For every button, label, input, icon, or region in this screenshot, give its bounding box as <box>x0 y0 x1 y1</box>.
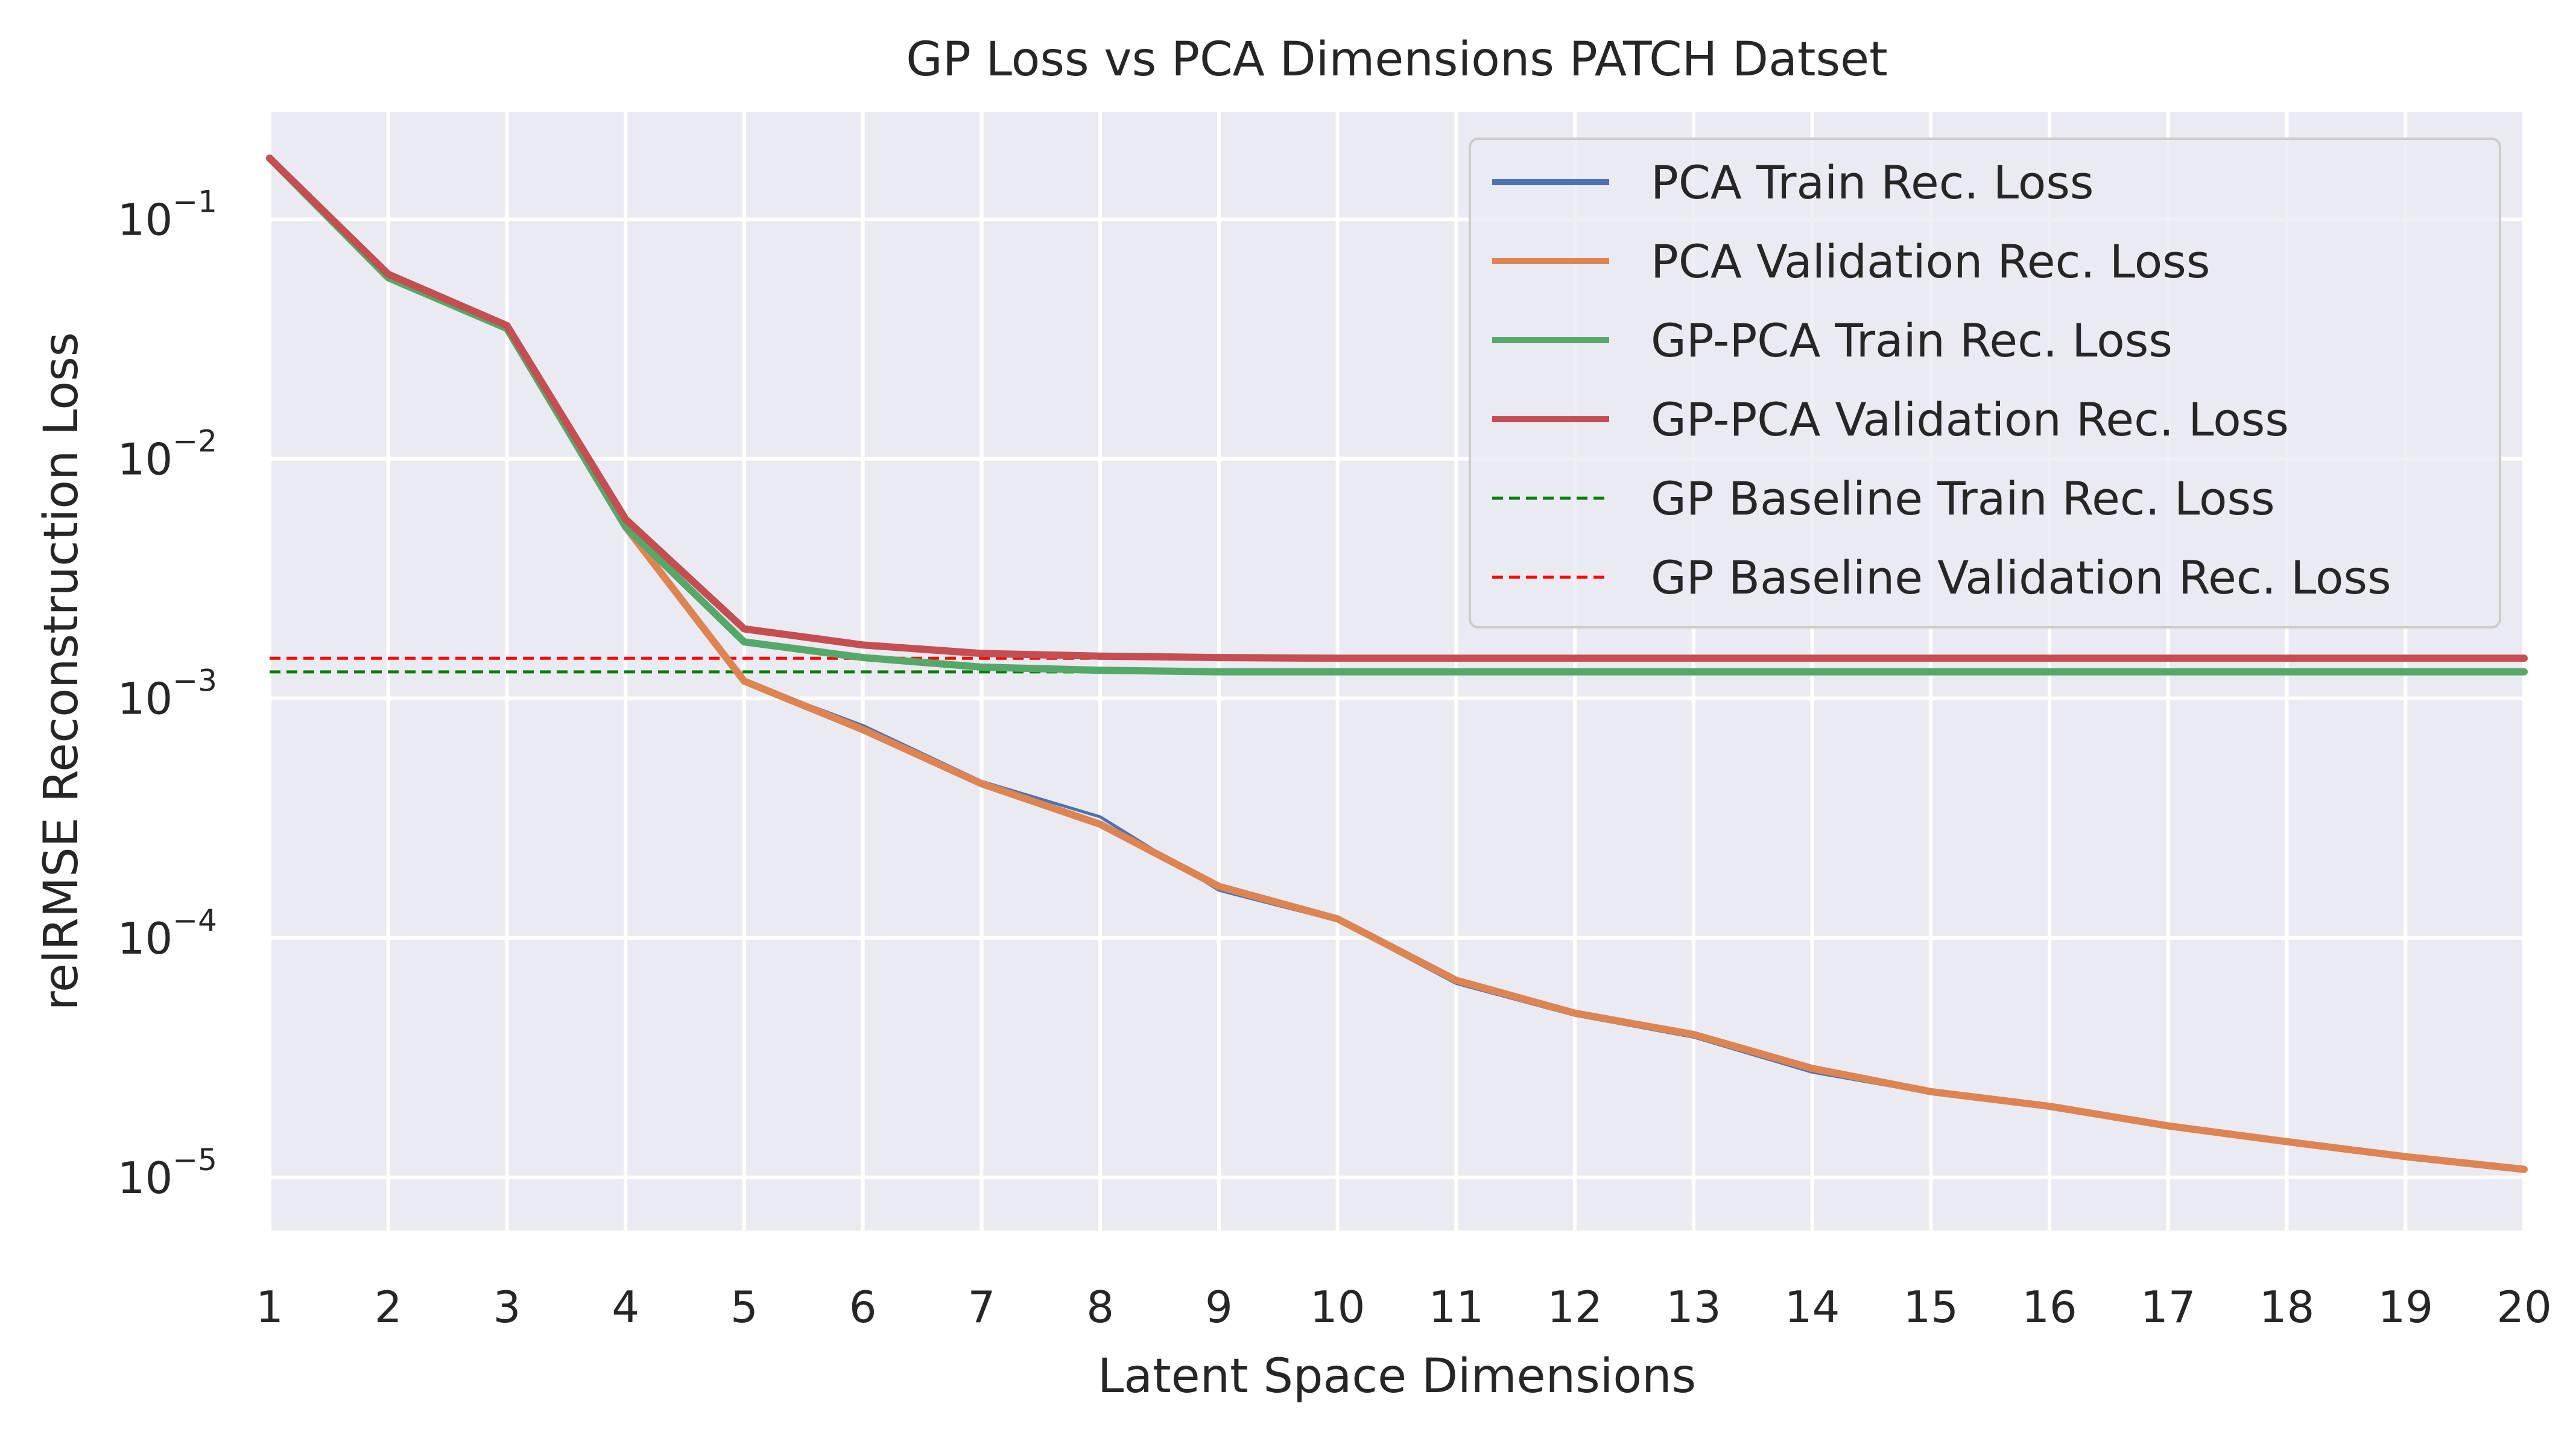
x-tick-label: 20 <box>2496 1282 2552 1332</box>
chart-title: GP Loss vs PCA Dimensions PATCH Datset <box>906 33 1887 87</box>
x-tick-label: 6 <box>849 1282 877 1332</box>
x-tick-label: 10 <box>1310 1282 1366 1332</box>
x-tick-label: 1 <box>256 1282 283 1332</box>
x-tick-label: 2 <box>375 1282 402 1332</box>
legend-label: GP Baseline Train Rec. Loss <box>1651 472 2275 525</box>
legend-label: GP-PCA Validation Rec. Loss <box>1651 393 2289 446</box>
x-tick-label: 3 <box>493 1282 521 1332</box>
legend-label: PCA Train Rec. Loss <box>1651 156 2094 209</box>
legend-label: GP-PCA Train Rec. Loss <box>1651 314 2173 367</box>
series-line-gp-pca-validation-rec-loss <box>266 154 2528 662</box>
y-tick-label: 10−2 <box>118 424 217 485</box>
x-tick-label: 4 <box>612 1282 639 1332</box>
legend-label: PCA Validation Rec. Loss <box>1651 235 2210 288</box>
y-tick-label: 10−4 <box>118 903 217 964</box>
x-tick-label: 7 <box>968 1282 996 1332</box>
y-tick-label: 10−1 <box>118 185 217 245</box>
x-tick-label: 8 <box>1086 1282 1114 1332</box>
legend-label: GP Baseline Validation Rec. Loss <box>1651 551 2391 604</box>
series-lines <box>266 154 2528 1173</box>
legend: PCA Train Rec. Loss PCA Validation Rec. L… <box>1469 138 2501 629</box>
x-tick-label: 16 <box>2022 1282 2077 1332</box>
x-tick-label: 14 <box>1785 1282 1840 1332</box>
x-tick-label: 12 <box>1547 1282 1603 1332</box>
legend-box <box>1469 138 2501 629</box>
x-tick-label: 9 <box>1205 1282 1233 1332</box>
y-tick-labels: 10−1 10−2 10−3 10−4 10−5 <box>118 185 217 1203</box>
series-line-gp-pca-train-rec-loss <box>266 154 2528 676</box>
x-tick-label: 18 <box>2259 1282 2315 1332</box>
x-tick-label: 5 <box>730 1282 758 1332</box>
x-tick-label: 15 <box>1904 1282 1959 1332</box>
x-tick-label: 11 <box>1429 1282 1484 1332</box>
x-tick-label: 19 <box>2378 1282 2433 1332</box>
x-axis-label: Latent Space Dimensions <box>1098 1349 1696 1404</box>
x-tick-label: 13 <box>1666 1282 1721 1332</box>
series-line-pca-validation-rec-loss <box>266 154 2528 1173</box>
y-axis-label: relRMSE Reconstruction Loss <box>34 332 89 1011</box>
y-tick-label: 10−3 <box>118 664 217 724</box>
y-tick-label: 10−5 <box>118 1142 217 1203</box>
x-tick-label: 17 <box>2141 1282 2196 1332</box>
x-tick-labels: 1 2 3 4 5 6 7 8 9 10 11 12 13 14 15 16 17 18 19 20 <box>256 1282 2552 1332</box>
